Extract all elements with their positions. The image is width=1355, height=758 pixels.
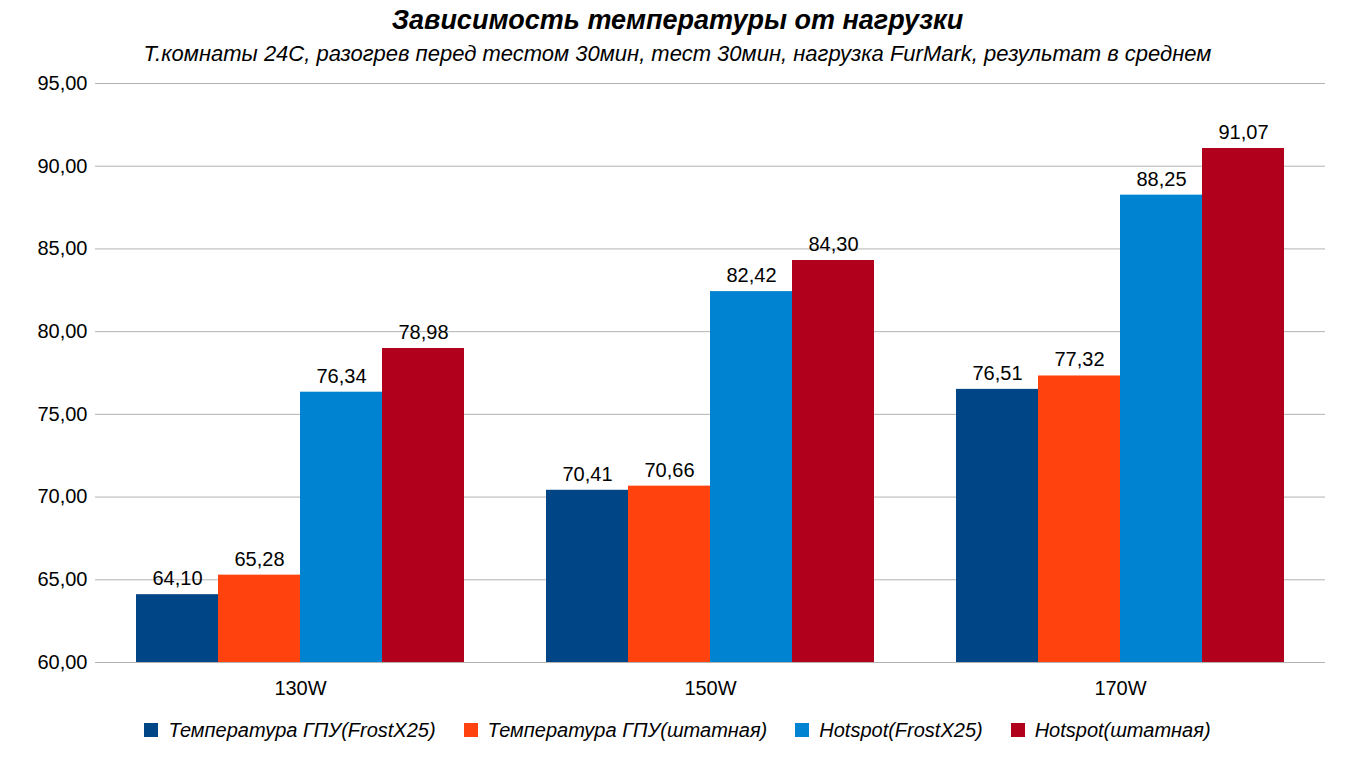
svg-text:77,32: 77,32 xyxy=(1054,348,1104,370)
svg-text:88,25: 88,25 xyxy=(1136,168,1186,190)
svg-text:90,00: 90,00 xyxy=(37,155,87,177)
svg-text:82,42: 82,42 xyxy=(726,264,776,286)
svg-text:170W: 170W xyxy=(1094,677,1146,699)
svg-text:70,41: 70,41 xyxy=(562,463,612,485)
svg-text:76,51: 76,51 xyxy=(972,362,1022,384)
svg-text:85,00: 85,00 xyxy=(37,237,87,259)
svg-text:75,00: 75,00 xyxy=(37,403,87,425)
svg-text:60,00: 60,00 xyxy=(37,651,87,673)
html-text:Зависимость температуры от наг: Зависимость температуры от нагрузки xyxy=(391,5,964,35)
html-text:Hotspot(штатная): Hotspot(штатная) xyxy=(1034,718,1211,741)
svg-text:65,00: 65,00 xyxy=(37,568,87,590)
svg-text:95,00: 95,00 xyxy=(37,72,87,94)
svg-text:65,28: 65,28 xyxy=(234,548,284,570)
svg-text:84,30: 84,30 xyxy=(808,233,858,255)
svg-text:70,00: 70,00 xyxy=(37,485,87,507)
svg-text:150W: 150W xyxy=(684,677,736,699)
svg-text:78,98: 78,98 xyxy=(398,321,448,343)
html-text:Hotspot(FrostX25): Hotspot(FrostX25) xyxy=(819,718,983,741)
svg-text:91,07: 91,07 xyxy=(1218,121,1268,143)
svg-text:70,66: 70,66 xyxy=(644,459,694,481)
html-text:Температура ГПУ(FrostX25): Температура ГПУ(FrostX25) xyxy=(168,718,436,741)
html-text:Температура ГПУ(штатная): Температура ГПУ(штатная) xyxy=(487,718,768,741)
svg-text:76,34: 76,34 xyxy=(316,365,366,387)
svg-text:130W: 130W xyxy=(274,677,326,699)
svg-text:64,10: 64,10 xyxy=(152,567,202,589)
html-text:Т.комнаты 24С, разогрев перед: Т.комнаты 24С, разогрев перед тестом 30м… xyxy=(143,41,1212,66)
svg-text:80,00: 80,00 xyxy=(37,320,87,342)
